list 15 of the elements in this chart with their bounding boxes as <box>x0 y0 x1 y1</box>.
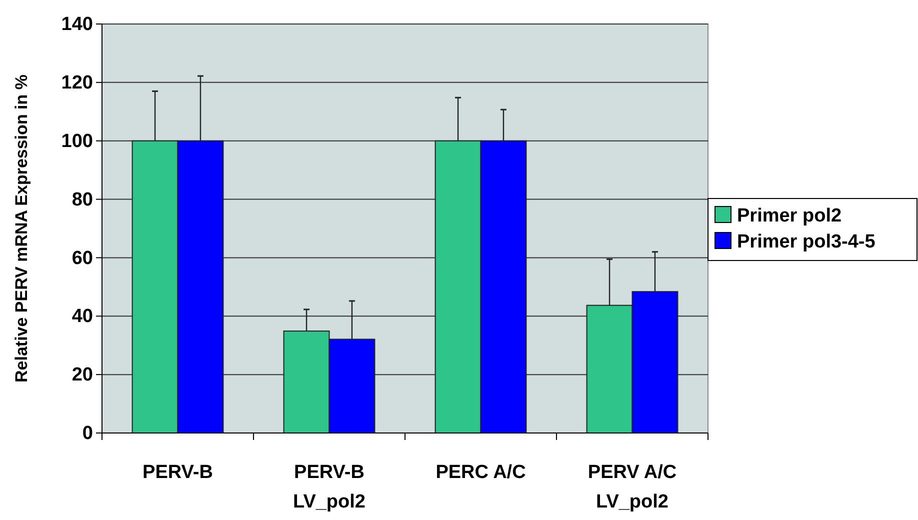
y-tick-label: 80 <box>72 189 93 210</box>
y-tick-label: 60 <box>72 248 93 269</box>
y-tick-label: 140 <box>61 14 93 36</box>
y-tick-label: 0 <box>82 423 93 444</box>
legend-label: Primer pol3-4-5 <box>737 232 876 252</box>
x-tick-label: PERV A/C LV_pol2 <box>588 462 677 512</box>
y-tick-label: 100 <box>61 130 93 152</box>
y-tick-label: 120 <box>61 72 93 94</box>
x-tick-label: PERV-B LV_pol2 <box>293 462 366 512</box>
x-tick-label: PERV-B <box>142 462 213 483</box>
y-tick-label: 20 <box>72 364 93 386</box>
y-tick-label: 40 <box>72 306 93 328</box>
x-tick-label: PERC A/C <box>436 462 526 483</box>
y-axis-title: Relative PERV mRNA Expression in % <box>12 74 31 382</box>
legend-label: Primer pol2 <box>737 206 842 226</box>
